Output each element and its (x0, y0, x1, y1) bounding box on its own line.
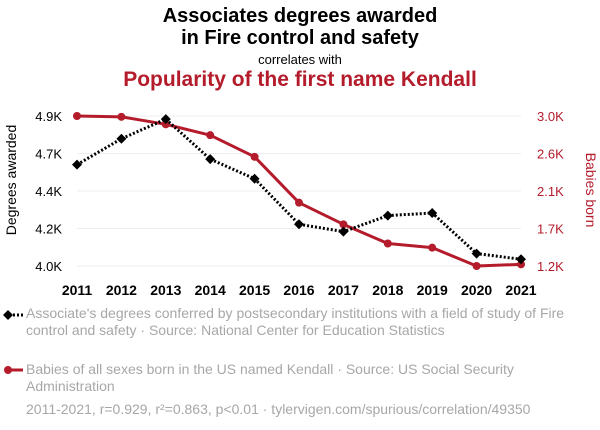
x-tick-label: 2014 (195, 282, 226, 298)
y-axis-label-left: Degrees awarded (3, 125, 19, 236)
chart-title-line2: in Fire control and safety (181, 27, 419, 49)
legend-marker-degrees (3, 310, 13, 320)
data-point-degrees (205, 154, 216, 165)
y-tick-label-left: 4.4K (35, 184, 62, 199)
y-tick-label-right: 2.1K (537, 184, 564, 199)
legend-marker-babies (4, 366, 12, 374)
x-tick-label: 2015 (239, 282, 270, 298)
y-tick-label-right: 2.6K (537, 147, 564, 162)
x-tick-label: 2018 (372, 282, 403, 298)
data-point-babies (161, 120, 170, 129)
data-point-degrees (338, 226, 349, 237)
data-point-degrees (471, 248, 482, 259)
y-tick-label-left: 4.2K (35, 222, 62, 237)
data-point-degrees (516, 254, 526, 265)
x-tick-label: 2016 (283, 282, 314, 298)
y-tick-label-left: 4.7K (35, 147, 62, 162)
data-point-babies (117, 112, 126, 121)
x-tick-label: 2021 (505, 282, 536, 298)
series-line-degrees (76, 117, 522, 261)
y-tick-label-right: 3.0K (537, 109, 564, 124)
chart-subtitle: correlates with (258, 52, 342, 67)
data-point-degrees (427, 207, 438, 218)
data-point-babies (428, 243, 437, 252)
data-point-babies (295, 198, 303, 207)
data-point-degrees (116, 133, 127, 144)
x-tick-label: 2012 (106, 282, 137, 298)
x-tick-label: 2020 (461, 282, 492, 298)
data-point-babies (206, 131, 215, 140)
chart-title-secondary: Popularity of the first name Kendall (123, 68, 477, 91)
y-tick-label-right: 1.2K (537, 259, 564, 274)
data-point-babies (250, 152, 259, 161)
x-tick-label: 2017 (328, 282, 359, 298)
chart-title-line1: Associates degrees awarded (162, 5, 438, 27)
x-tick-label: 2011 (62, 282, 93, 298)
data-point-babies (339, 220, 348, 229)
legend-item-degrees: Associate's degrees conferred by postsec… (26, 305, 565, 338)
data-point-degrees (72, 159, 82, 170)
data-point-babies (383, 239, 392, 248)
y-tick-label-left: 4.0K (35, 259, 62, 274)
data-point-degrees (160, 114, 171, 125)
data-point-degrees (382, 210, 393, 221)
y-axis-label-right: Babies born (583, 153, 599, 228)
data-point-babies (517, 260, 525, 269)
data-point-degrees (294, 219, 304, 230)
x-tick-label: 2013 (150, 282, 181, 298)
y-tick-label-left: 4.9K (35, 109, 62, 124)
y-tick-label-right: 1.7K (537, 222, 564, 237)
footer-stats: 2011-2021, r=0.929, r²=0.863, p<0.01 · t… (26, 401, 531, 417)
legend-item-babies: Babies of all sexes born in the US named… (26, 361, 514, 394)
data-point-babies (472, 262, 481, 270)
data-point-degrees (249, 173, 260, 184)
data-point-babies (73, 112, 81, 120)
x-tick-label: 2019 (417, 282, 448, 298)
